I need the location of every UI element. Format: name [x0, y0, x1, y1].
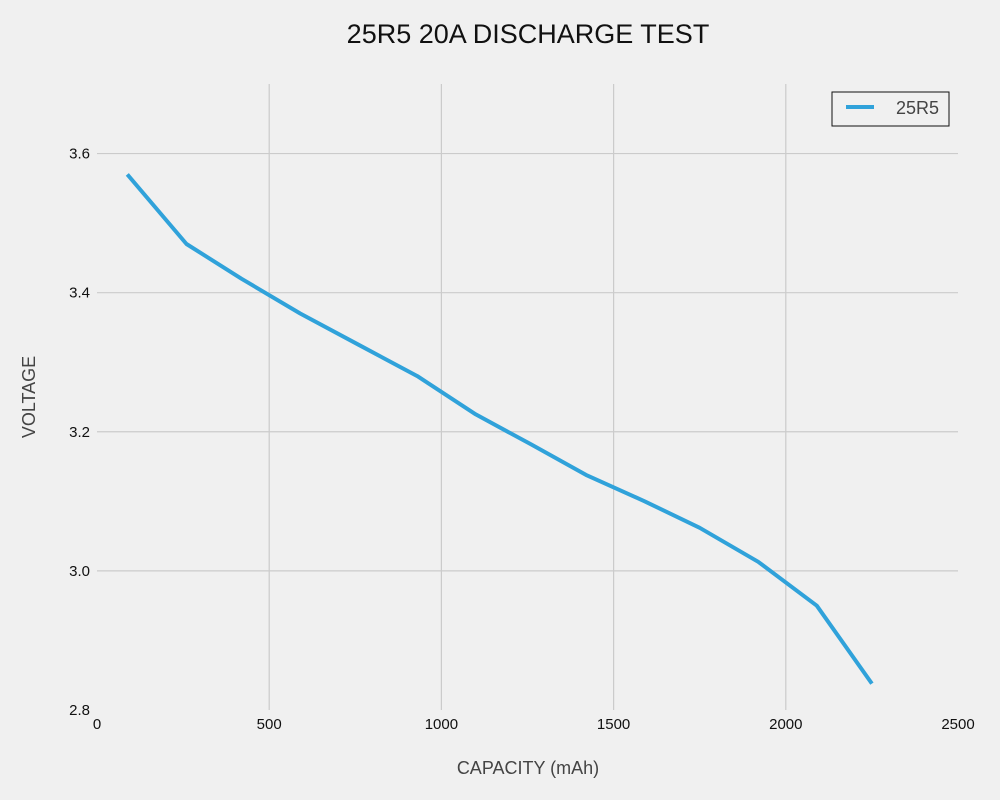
y-axis-label: VOLTAGE — [19, 356, 39, 438]
x-axis-label: CAPACITY (mAh) — [457, 758, 599, 778]
series-layer — [125, 173, 874, 685]
x-tick-label: 0 — [93, 716, 101, 733]
x-tick-label: 1000 — [425, 716, 458, 733]
chart-title: 25R5 20A DISCHARGE TEST — [347, 19, 710, 49]
series-line-25r5 — [125, 173, 874, 685]
y-tick-label: 3.0 — [69, 563, 90, 580]
y-tick-label: 3.4 — [69, 285, 90, 302]
x-tick-label: 2000 — [769, 716, 802, 733]
legend-label-25r5: 25R5 — [896, 98, 939, 118]
legend: 25R5 — [831, 91, 950, 127]
x-axis-ticks: 0 500 1000 1500 2000 2500 — [93, 716, 975, 733]
x-tick-label: 1500 — [597, 716, 630, 733]
y-tick-label: 3.2 — [69, 424, 90, 441]
x-tick-label: 2500 — [941, 716, 974, 733]
y-tick-label: 3.6 — [69, 146, 90, 163]
x-tick-label: 500 — [257, 716, 282, 733]
y-tick-label: 2.8 — [69, 702, 90, 719]
y-axis-ticks: 2.8 3.0 3.2 3.4 3.6 — [69, 146, 90, 719]
grid — [97, 84, 958, 710]
